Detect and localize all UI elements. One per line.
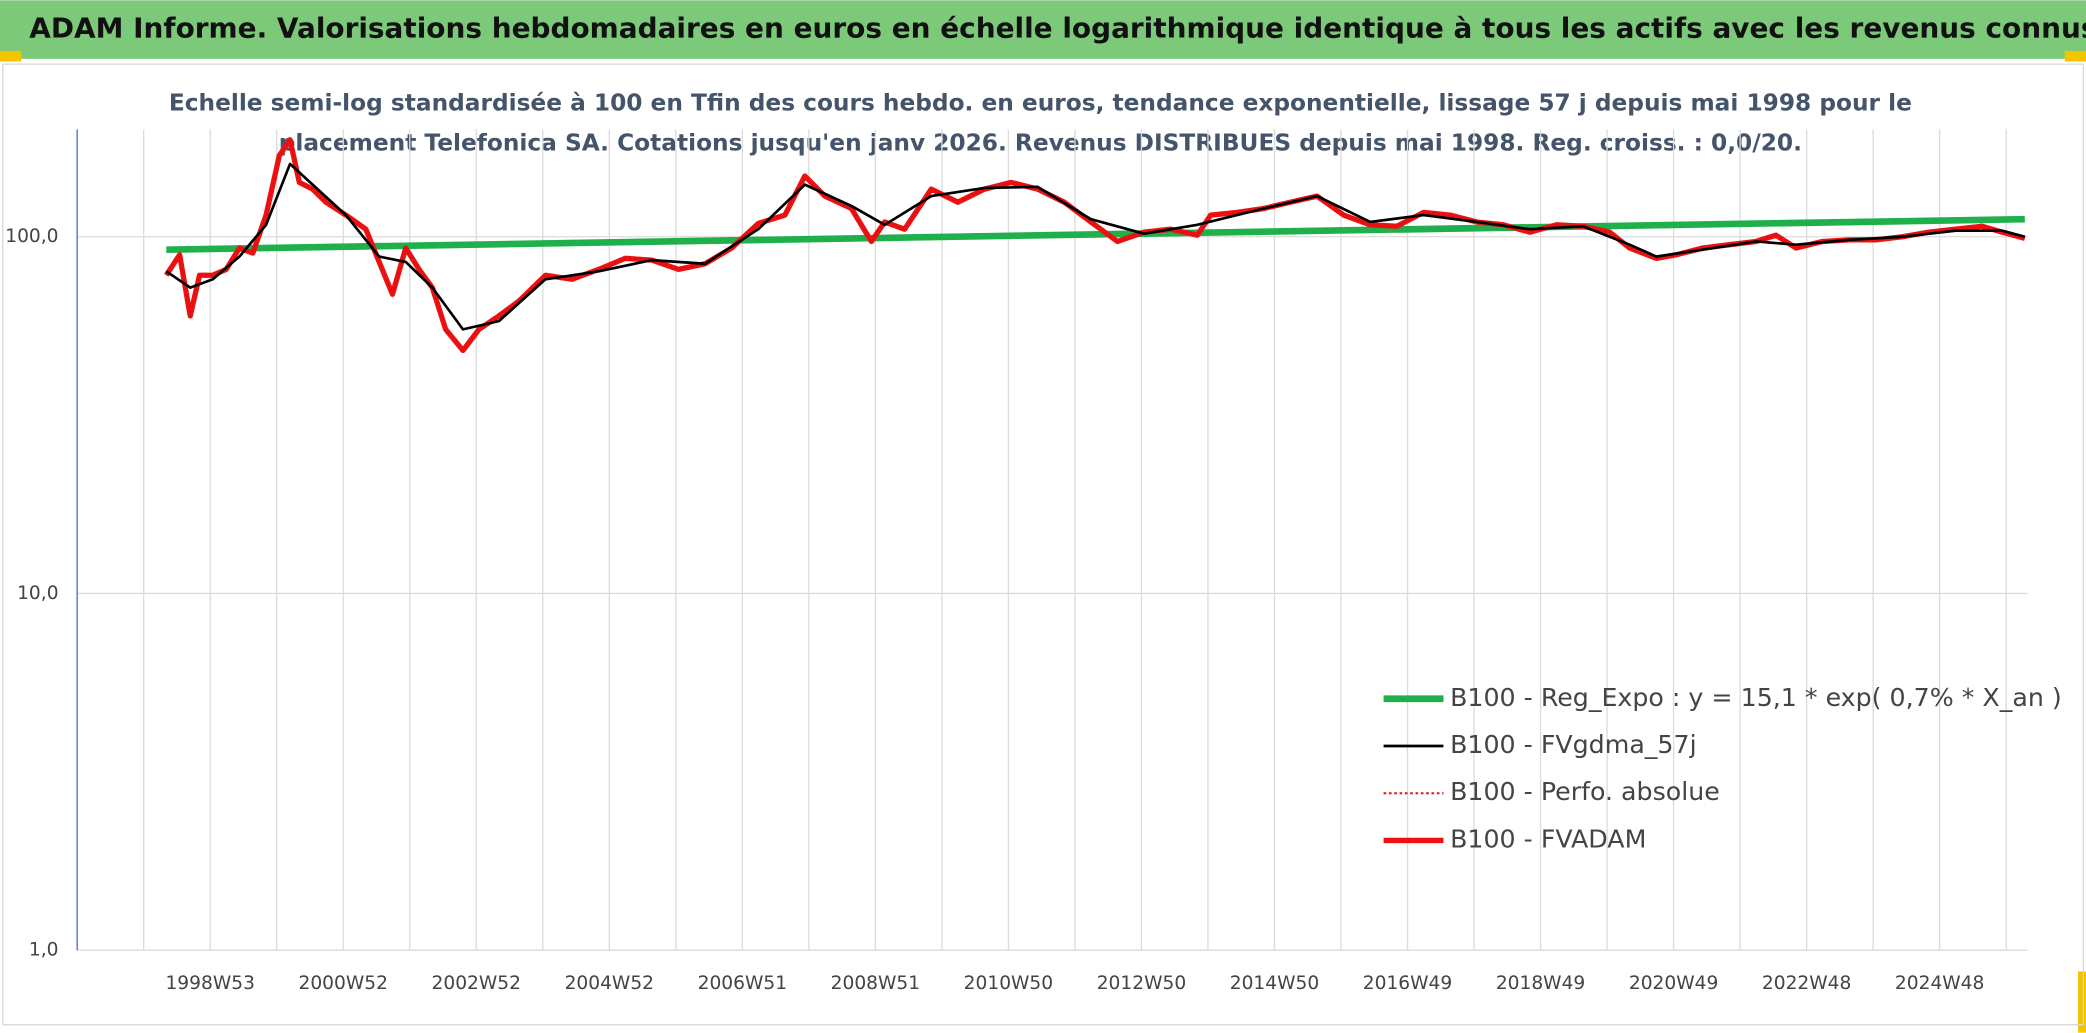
series-line (165, 162, 2026, 331)
x-tick-label: 1998W53 (165, 973, 254, 994)
y-tick-label: 10,0 (17, 583, 58, 604)
legend: B100 - Reg_Expo : y = 15,1 * exp( 0,7% *… (1383, 683, 2062, 853)
corner-mark (2064, 50, 2086, 62)
x-tick-label: 2006W51 (698, 973, 787, 994)
legend-label: B100 - FVgdma_57j (1450, 730, 1697, 759)
chart-title: ADAM Informe. Valorisations hebdomadaire… (29, 12, 2086, 45)
legend-label: B100 - FVADAM (1450, 824, 1646, 853)
x-tick-label: 2008W51 (831, 973, 920, 994)
x-tick-label: 2020W49 (1629, 973, 1718, 994)
x-tick-label: 2000W52 (299, 973, 388, 994)
title-bar (0, 0, 2086, 59)
legend-label: B100 - Perfo. absolue (1450, 777, 1720, 806)
x-tick-label: 2018W49 (1496, 973, 1585, 994)
x-tick-label: 2014W50 (1230, 973, 1319, 994)
corner-mark (0, 50, 22, 62)
chart-subtitle: placement Telefonica SA. Cotations jusqu… (279, 130, 1802, 157)
x-tick-label: 2002W52 (432, 973, 521, 994)
legend-label: B100 - Reg_Expo : y = 15,1 * exp( 0,7% *… (1450, 683, 2062, 712)
chart-frame (1, 63, 2085, 1026)
corner-mark (2078, 971, 2086, 1033)
x-tick-label: 2010W50 (964, 973, 1053, 994)
grid: 1,0 10,0 100,0 1998W53 2000W52 2002W52 2004W52… (5, 129, 2028, 994)
chart-subtitle: Echelle semi-log standardisée à 100 en T… (169, 90, 1912, 117)
plot (164, 137, 2026, 354)
x-tick-label: 2024W48 (1895, 973, 1984, 994)
y-tick-label: 1,0 (29, 940, 59, 961)
x-tick-label: 2012W50 (1097, 973, 1186, 994)
y-tick-label: 100,0 (5, 226, 58, 247)
series-line (166, 215, 2025, 253)
x-tick-label: 2022W48 (1762, 973, 1851, 994)
x-tick-label: 2016W49 (1363, 973, 1452, 994)
x-tick-label: 2004W52 (565, 973, 654, 994)
